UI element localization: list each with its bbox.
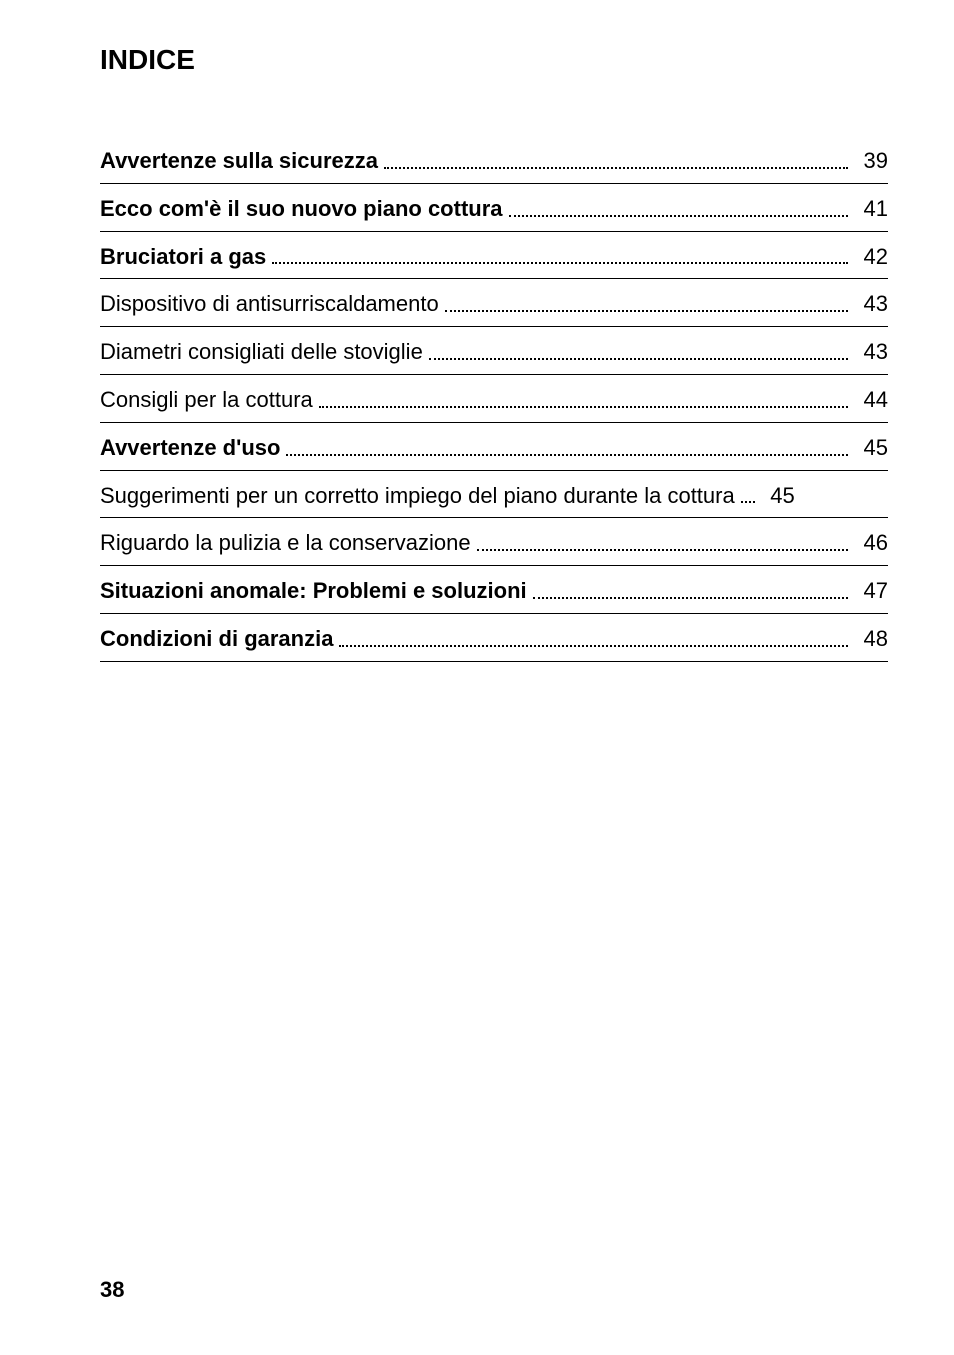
- page-title: INDICE: [100, 44, 888, 76]
- toc-entry-page: 43: [854, 337, 888, 368]
- toc-entry-label: Avvertenze d'uso: [100, 433, 280, 464]
- toc-entry-label: Riguardo la pulizia e la conservazione: [100, 528, 471, 559]
- page-number: 38: [100, 1277, 124, 1303]
- toc-entry-page: 39: [854, 146, 888, 177]
- toc-leader-dots: [477, 549, 848, 551]
- toc-entry-label: Situazioni anomale: Problemi e soluzioni: [100, 576, 527, 607]
- toc-entry-label: Ecco com'è il suo nuovo piano cottura: [100, 194, 503, 225]
- toc-entry-page: 45: [854, 433, 888, 464]
- toc-leader-dots: [741, 501, 755, 503]
- toc-leader-dots: [384, 167, 848, 169]
- toc-entry-label: Suggerimenti per un corretto impiego del…: [100, 481, 735, 512]
- toc-entry: Dispositivo di antisurriscaldamento 43: [100, 279, 888, 327]
- toc-entry-page: 47: [854, 576, 888, 607]
- toc-entry-page: 48: [854, 624, 888, 655]
- toc-entry: Condizioni di garanzia 48: [100, 614, 888, 662]
- toc-entry: Avvertenze d'uso 45: [100, 423, 888, 471]
- toc-entry-page: 44: [854, 385, 888, 416]
- toc-leader-dots: [445, 310, 848, 312]
- toc-entry-page: 41: [854, 194, 888, 225]
- toc-entry: Bruciatori a gas 42: [100, 232, 888, 280]
- toc-entry-page: 42: [854, 242, 888, 273]
- toc-entry-label: Dispositivo di antisurriscaldamento: [100, 289, 439, 320]
- toc-entry-label: Consigli per la cottura: [100, 385, 313, 416]
- toc-entry-label: Diametri consigliati delle stoviglie: [100, 337, 423, 368]
- toc-entry: Avvertenze sulla sicurezza 39: [100, 146, 888, 184]
- toc-entry: Riguardo la pulizia e la conservazione 4…: [100, 518, 888, 566]
- toc-entry: Consigli per la cottura 44: [100, 375, 888, 423]
- toc-leader-dots: [272, 262, 848, 264]
- toc-entry: Suggerimenti per un corretto impiego del…: [100, 471, 888, 519]
- toc-leader-dots: [339, 645, 848, 647]
- toc-leader-dots: [286, 454, 848, 456]
- page: INDICE Avvertenze sulla sicurezza 39 Ecc…: [0, 0, 954, 1355]
- toc-leader-dots: [319, 406, 848, 408]
- toc-entry-label: Condizioni di garanzia: [100, 624, 333, 655]
- toc-leader-dots: [533, 597, 848, 599]
- table-of-contents: Avvertenze sulla sicurezza 39 Ecco com'è…: [100, 146, 888, 662]
- toc-leader-dots: [429, 358, 848, 360]
- toc-entry: Situazioni anomale: Problemi e soluzioni…: [100, 566, 888, 614]
- toc-entry-label: Bruciatori a gas: [100, 242, 266, 273]
- toc-entry-page: 46: [854, 528, 888, 559]
- toc-leader-dots: [509, 215, 848, 217]
- toc-entry: Diametri consigliati delle stoviglie 43: [100, 327, 888, 375]
- toc-entry-page: 45: [761, 481, 795, 512]
- toc-entry-label: Avvertenze sulla sicurezza: [100, 146, 378, 177]
- toc-entry-page: 43: [854, 289, 888, 320]
- toc-entry: Ecco com'è il suo nuovo piano cottura 41: [100, 184, 888, 232]
